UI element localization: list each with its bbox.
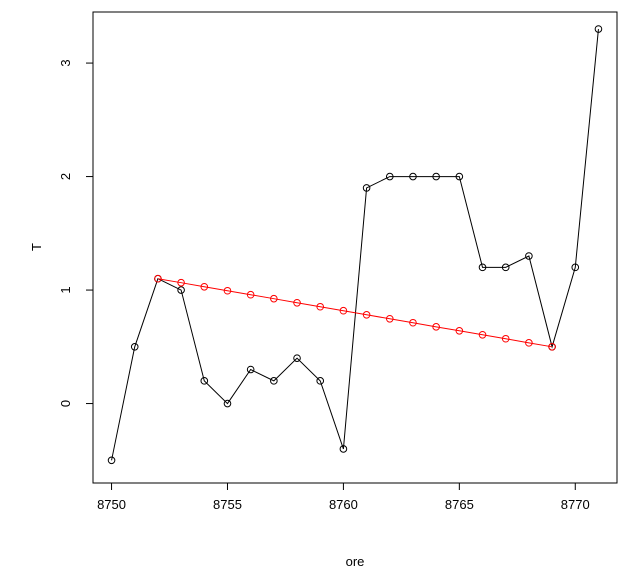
series-1-point <box>316 377 325 385</box>
series-layer <box>107 25 603 465</box>
x-tick-label: 8755 <box>213 497 242 512</box>
x-axis: 8750 8755 8760 8765 8770 <box>97 482 590 512</box>
series-2-point <box>548 343 556 351</box>
y-axis: 0 1 2 3 <box>58 59 94 407</box>
series-1-point <box>362 184 371 192</box>
series-2-point <box>501 334 510 343</box>
series-1-point <box>293 354 301 362</box>
plot-box <box>92 11 618 484</box>
series-1-point <box>501 263 510 272</box>
x-axis-label: ore <box>346 554 365 569</box>
series-2-point <box>154 274 162 283</box>
series-2-point <box>432 323 440 331</box>
series-1-point <box>130 343 139 351</box>
series-2-point <box>385 314 394 323</box>
series-1-point <box>455 172 464 181</box>
series-2-point <box>270 294 278 303</box>
series-2-point <box>409 318 417 327</box>
series-1-point <box>107 456 116 465</box>
series-2-point <box>200 282 209 291</box>
series-2-point <box>525 339 533 347</box>
x-tick-label: 8760 <box>329 497 358 512</box>
series-1-point <box>200 377 209 385</box>
series-1-point <box>385 172 394 181</box>
series-1-point <box>409 172 417 181</box>
series-1-point <box>270 377 278 385</box>
series-2-point <box>223 286 232 295</box>
y-tick-label: 1 <box>58 286 73 293</box>
y-tick-label: 2 <box>58 173 73 180</box>
series-2-line <box>157 278 553 348</box>
series-1-point <box>594 25 603 33</box>
series-2-point <box>339 306 348 315</box>
series-1-point <box>177 286 185 294</box>
series-2-point <box>316 302 325 311</box>
series-2-point <box>293 298 301 307</box>
series-1-point <box>432 172 440 181</box>
series-2-point <box>362 311 371 319</box>
series-1-point <box>571 263 580 272</box>
series-1-point <box>525 252 533 260</box>
series-2-point <box>455 327 464 335</box>
y-tick-label: 0 <box>58 400 73 407</box>
y-axis-label: T <box>29 243 44 251</box>
series-1-point <box>223 399 232 408</box>
series-1-point <box>246 365 255 374</box>
x-tick-label: 8765 <box>445 497 474 512</box>
series-2-point <box>246 290 255 299</box>
x-tick-label: 8750 <box>97 497 126 512</box>
y-tick-label: 3 <box>58 59 73 66</box>
series-2-point <box>177 278 185 287</box>
series-2-point <box>478 330 487 339</box>
series-1-line <box>111 28 599 461</box>
series-1-point <box>478 263 487 272</box>
series-1-point <box>339 445 348 453</box>
x-tick-label: 8770 <box>561 497 590 512</box>
